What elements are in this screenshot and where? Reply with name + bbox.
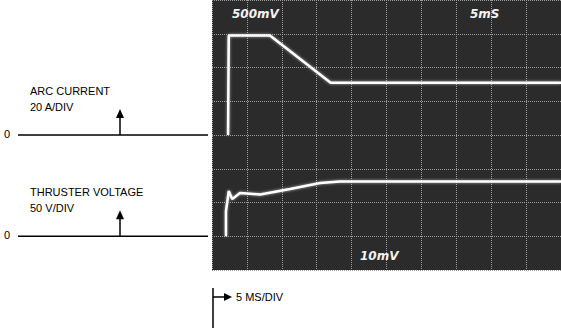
svg-text:20 A/DIV: 20 A/DIV xyxy=(30,101,74,113)
svg-text:0: 0 xyxy=(4,229,10,241)
svg-text:5 MS/DIV: 5 MS/DIV xyxy=(236,291,284,303)
svg-text:500mV: 500mV xyxy=(232,7,281,21)
svg-text:10mV: 10mV xyxy=(360,249,400,263)
svg-text:5mS: 5mS xyxy=(470,7,500,21)
svg-text:THRUSTER VOLTAGE: THRUSTER VOLTAGE xyxy=(30,186,143,198)
svg-text:50 V/DIV: 50 V/DIV xyxy=(30,202,75,214)
svg-text:0: 0 xyxy=(4,128,10,140)
svg-text:ARC CURRENT: ARC CURRENT xyxy=(30,85,110,97)
